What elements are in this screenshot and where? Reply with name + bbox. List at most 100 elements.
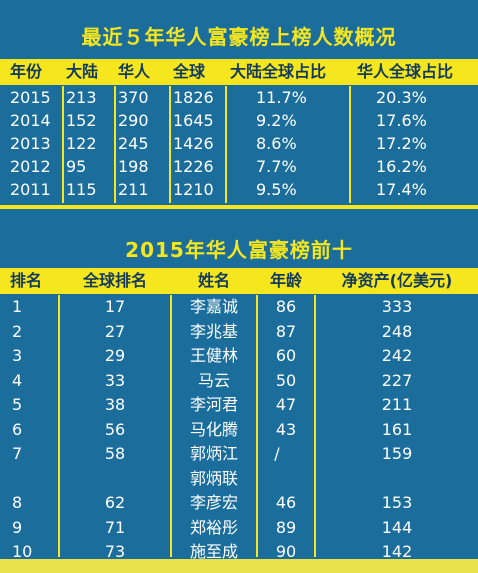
table-row: 2 27 李兆基 87 248 (0, 320, 478, 345)
table-cell: 213 (66, 88, 97, 107)
table-cell: 290 (118, 111, 149, 130)
table-cell: 4 (12, 370, 23, 390)
column-divider (58, 295, 60, 557)
table1-header-mainland-share: 大陆全球占比 (230, 62, 327, 81)
table-cell: 9.5% (256, 180, 297, 199)
table-cell: 5 (12, 395, 23, 414)
table-row: 5 38 李河君 47 211 (0, 393, 478, 418)
table-cell (258, 467, 314, 492)
table-row: 1 17 李嘉诚 86 333 (0, 295, 478, 320)
table-cell: 2011 (10, 180, 51, 199)
table-cell: 29 (104, 346, 126, 365)
table-cell: 王健林 (189, 346, 238, 365)
bottom-strip (0, 559, 478, 573)
table-cell: 87 (275, 321, 297, 341)
table-cell: 9 (12, 517, 23, 537)
table-cell: 73 (104, 542, 126, 561)
table-cell: 11.7% (256, 88, 307, 107)
table-cell: 17.4% (376, 180, 427, 199)
table-cell: 245 (118, 134, 149, 153)
table-cell: 153 (381, 493, 413, 512)
table-cell: 248 (381, 321, 413, 341)
table-cell: 1645 (173, 111, 214, 130)
table-cell: 2014 (10, 111, 51, 130)
table-cell: 16.2% (376, 157, 427, 176)
table1-body: 2015 213 370 1826 11.7% 20.3% 2014 152 2… (0, 86, 478, 201)
table-cell: 43 (275, 419, 297, 439)
column-divider (256, 295, 258, 557)
table-cell: 27 (104, 321, 126, 341)
table1-header-chinese: 华人 (118, 62, 151, 81)
table-cell: 郭炳江 (189, 444, 238, 463)
table-cell: 56 (104, 419, 126, 439)
table-cell: 3 (12, 346, 23, 365)
column-divider (62, 86, 64, 203)
table-row: 8 62 李彦宏 46 153 (0, 491, 478, 516)
table-cell: 62 (104, 493, 126, 512)
table-cell: 17 (104, 297, 126, 316)
table-cell: 2013 (10, 134, 51, 153)
table-cell: 227 (381, 370, 413, 390)
table-cell: 7.7% (256, 157, 297, 176)
table-row: 3 29 王健林 60 242 (0, 344, 478, 369)
table1-header-year: 年份 (10, 62, 43, 81)
table-cell (60, 467, 170, 492)
table-cell: 50 (275, 370, 297, 390)
table-cell: 115 (66, 180, 97, 199)
table-cell: 46 (275, 493, 297, 512)
table-cell: 1226 (173, 157, 214, 176)
table-cell: 郭炳联 (189, 468, 238, 488)
table-cell: 2015 (10, 88, 51, 107)
table-cell: 马云 (197, 370, 230, 390)
table-row: 2014 152 290 1645 9.2% 17.6% (0, 109, 478, 132)
table-cell (0, 467, 58, 492)
table-cell: 李彦宏 (189, 493, 238, 512)
table-cell: 9.2% (256, 111, 297, 130)
table-cell: 马化腾 (189, 419, 238, 439)
table-cell: 198 (118, 157, 149, 176)
table-cell: 152 (66, 111, 97, 130)
table1-header-chinese-share: 华人全球占比 (357, 62, 454, 81)
table-cell: 38 (104, 395, 126, 414)
table-row: 10 73 施至成 90 142 (0, 540, 478, 565)
table-cell: 211 (118, 180, 149, 199)
table1-header: 年份 大陆 华人 全球 大陆全球占比 华人全球占比 (0, 59, 478, 85)
table-cell: 6 (12, 419, 23, 439)
table-cell (316, 467, 478, 492)
table-cell: 58 (104, 444, 126, 463)
table-cell: 施至成 (189, 542, 238, 561)
table-cell: 1426 (173, 134, 214, 153)
column-divider (314, 295, 316, 557)
table-cell: 8 (12, 493, 23, 512)
section-divider (0, 205, 478, 209)
table-row: 6 56 马化腾 43 161 (0, 418, 478, 443)
table-cell: 159 (381, 444, 413, 463)
table-cell: / (274, 444, 280, 463)
table-cell: 370 (118, 88, 149, 107)
table-cell: 2 (12, 321, 23, 341)
table-cell: 李兆基 (189, 321, 238, 341)
table-row: 2011 115 211 1210 9.5% 17.4% (0, 178, 478, 201)
table1-title: 最近５年华人富豪榜上榜人数概况 (81, 25, 397, 49)
table-cell: 17.2% (376, 134, 427, 153)
table-row: 郭炳联 (0, 467, 478, 492)
table2-header-global-rank: 全球排名 (82, 271, 147, 290)
column-divider (349, 86, 351, 203)
table-cell: 90 (275, 542, 297, 561)
table-row: 4 33 马云 50 227 (0, 369, 478, 394)
table-cell: 242 (381, 346, 413, 365)
table-cell: 33 (104, 370, 126, 390)
table1-header-global: 全球 (173, 62, 206, 81)
table-cell: 郑裕彤 (189, 517, 238, 537)
column-divider (170, 295, 172, 557)
table-cell: 20.3% (376, 88, 427, 107)
table-cell: 161 (381, 419, 413, 439)
table-row: 7 58 郭炳江 / 159 (0, 442, 478, 467)
table-cell: 17.6% (376, 111, 427, 130)
table-cell: 李河君 (189, 395, 238, 414)
table-cell: 86 (275, 297, 297, 316)
table2-header-rank: 排名 (10, 271, 43, 290)
table2-header-age: 年龄 (269, 271, 302, 290)
column-divider (169, 86, 171, 203)
